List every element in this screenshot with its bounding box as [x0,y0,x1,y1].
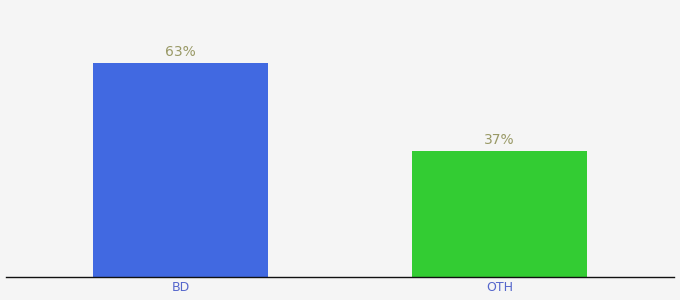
Text: 37%: 37% [484,133,515,147]
Bar [93,63,269,277]
Bar [411,151,587,277]
Text: 63%: 63% [165,45,196,59]
